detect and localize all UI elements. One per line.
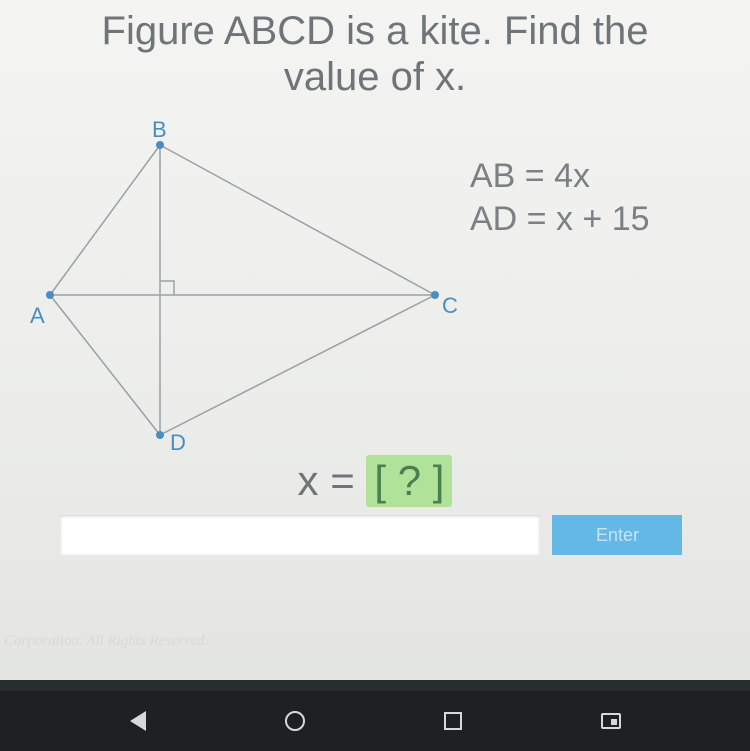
given-equations: AB = 4x AD = x + 15 [470,155,650,240]
kite-svg [30,125,460,455]
overview-icon[interactable] [444,712,462,730]
kite-diagram: A B C D [30,125,460,455]
vertex-C: C [442,293,458,319]
problem-slide: Figure ABCD is a kite. Find the value of… [0,0,750,680]
enter-button[interactable]: Enter [552,515,682,555]
copyright-footer: Corporation. All Rights Reserved. [0,633,208,650]
vertex-A: A [30,303,45,329]
answer-placeholder-box: [ ? ] [366,455,452,507]
answer-input[interactable] [60,515,540,555]
question-text: Figure ABCD is a kite. Find the value of… [0,0,750,100]
given-AD: AD = x + 15 [470,198,650,241]
question-line2: value of x. [284,55,466,99]
vertex-D: D [170,430,186,456]
question-line1: Figure ABCD is a kite. Find the [102,9,649,53]
given-AB: AB = 4x [470,155,650,198]
answer-prompt: x = [ ? ] [0,455,750,507]
vertex-B: B [152,117,167,143]
answer-prefix: x = [298,457,367,504]
recent-icon[interactable] [601,713,621,729]
answer-input-row: Enter [60,515,690,555]
android-nav-bar [0,691,750,751]
home-icon[interactable] [285,711,305,731]
back-icon[interactable] [130,711,146,731]
